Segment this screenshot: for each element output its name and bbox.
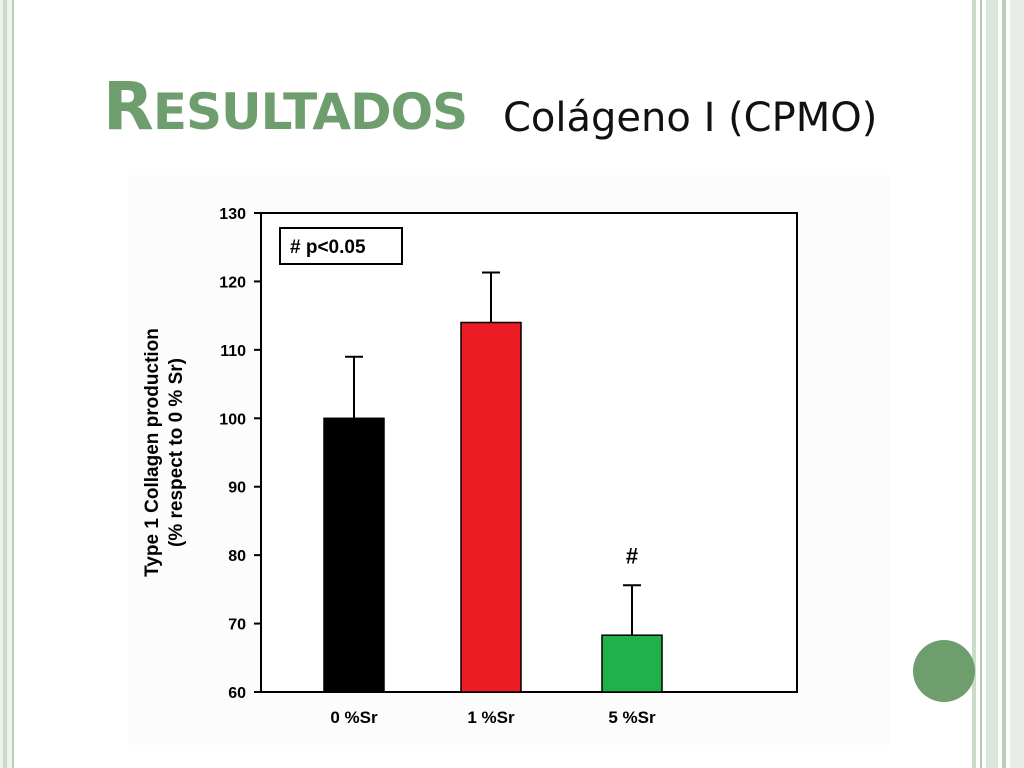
slide-subtitle: Colágeno I (CPMO) — [503, 95, 878, 141]
legend-box — [279, 227, 403, 265]
bar-chart: 60 70 80 90 100 110 120 130 Type 1 Collagen prod… — [142, 206, 798, 727]
y-axis-label-line2: (% respect to 0 % Sr) — [166, 358, 187, 547]
y-tick-label: 120 — [219, 274, 246, 291]
chart-area: 60 70 80 90 100 110 120 130 Type 1 Collagen prod… — [128, 175, 890, 745]
y-tick-label: 70 — [228, 617, 246, 634]
y-tick-label: 110 — [220, 343, 246, 360]
y-tick-label: 90 — [228, 480, 246, 497]
x-tick-label: 0 %Sr — [330, 708, 378, 727]
y-tick-label: 100 — [219, 411, 246, 428]
slide-title-initial: R — [103, 68, 154, 145]
slide-title: Resultados — [103, 74, 468, 141]
left-frame-border — [0, 0, 14, 768]
y-axis-label: Type 1 Collagen production — [142, 328, 163, 577]
bar-5-sr — [601, 634, 663, 693]
slide-title-rest: esultados — [152, 83, 468, 141]
y-tick-label: 80 — [228, 548, 246, 565]
legend-text: # p<0.05 — [290, 237, 366, 258]
bar-1-sr — [460, 321, 522, 693]
x-tick-label: 5 %Sr — [608, 708, 656, 727]
x-tick-label: 1 %Sr — [467, 708, 515, 727]
significance-marker: # — [626, 543, 638, 568]
bar-0-sr — [323, 417, 385, 693]
y-tick-label: 130 — [219, 206, 246, 223]
y-tick-label: 60 — [228, 685, 246, 702]
decorative-circle — [913, 640, 975, 702]
right-frame-border — [972, 0, 1024, 768]
